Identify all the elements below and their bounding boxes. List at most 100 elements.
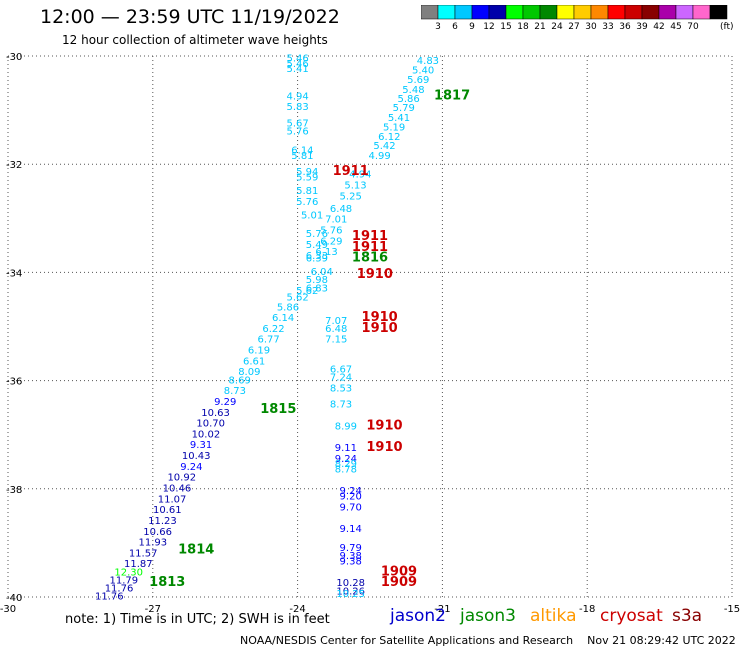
legend-item-jason3: jason3 [460,606,516,626]
wave-height-label: 11.79 [110,575,139,586]
wave-height-label: 5.41 [286,64,308,75]
pass-id-label: 1909 [381,564,417,579]
wave-height-label: 5.46 [286,59,308,70]
wave-height-label: 5.81 [291,151,313,162]
wave-height-label: 4.83 [417,56,439,67]
wave-height-label: 10.70 [196,419,225,430]
wave-height-label: 7.01 [325,215,347,226]
wave-height-label: 5.19 [383,123,405,134]
wave-height-label: 6.19 [248,346,270,357]
wave-height-label: 5.48 [402,85,424,96]
wave-height-label: 7.24 [330,373,352,384]
note-text: note: 1) Time is in UTC; 2) SWH is in fe… [65,612,330,627]
wave-height-label: 6.29 [320,236,342,247]
wave-height-label: 6.61 [243,356,265,367]
color-scale-bar [421,5,728,20]
wave-height-label: 5.40 [412,65,434,76]
color-scale-tick: 36 [619,22,631,32]
wave-height-label: 4.94 [286,91,308,102]
wave-height-label: 9.11 [335,443,357,454]
wave-height-label: 9.29 [214,397,236,408]
wave-height-label: 10.25 [336,589,365,600]
footer-credit: NOAA/NESDIS Center for Satellite Applica… [240,634,736,647]
wave-height-label: 5.13 [344,181,366,192]
pass-id-label: 1813 [149,575,185,590]
x-tick-label: -15 [724,604,740,615]
pass-id-label: 1910 [366,418,402,433]
wave-height-label: 10.92 [167,473,196,484]
wave-height-label: 5.86 [277,302,299,313]
wave-height-label: 9.24 [180,462,202,473]
wave-height-label: 7.07 [325,316,347,327]
wave-height-label: 11.93 [138,538,167,549]
wave-height-label: 10.28 [336,578,365,589]
wave-height-label: 6.04 [311,267,333,278]
color-scale-tick: 30 [585,22,597,32]
wave-height-label: 6.33 [306,251,328,262]
wave-height-label: 9.24 [335,454,357,465]
pass-id-label: 1911 [352,229,388,244]
wave-height-label: 4.99 [369,151,391,162]
wave-height-label: 11.87 [124,559,153,570]
wave-height-label: 10.43 [182,451,211,462]
legend-item-jason2: jason2 [390,606,446,626]
color-scale-tick: 33 [602,22,614,32]
x-tick-label: -18 [579,604,595,615]
pass-id-label: 1814 [178,543,214,558]
color-scale-tick: 45 [670,22,682,32]
pass-id-label: 1910 [362,321,398,336]
wave-height-label: 8.53 [330,383,352,394]
wave-height-label: 5.86 [397,94,419,105]
x-tick-label: -27 [145,604,161,615]
x-tick-label: -21 [434,604,450,615]
color-scale-tick: 12 [483,22,495,32]
wave-height-label: 6.14 [291,145,313,156]
wave-height-label: 5.94 [296,167,318,178]
wave-height-label: 11.76 [95,592,124,603]
color-scale-tick: 15 [500,22,512,32]
wave-height-label: 10.46 [163,484,192,495]
wave-height-label: 9.38 [340,557,362,568]
wave-height-label: 8.69 [229,375,251,386]
wave-height-label: 10.63 [201,408,230,419]
wave-height-label: 5.62 [296,286,318,297]
color-scale-tick: 42 [653,22,665,32]
pass-id-label: 1909 [381,575,417,590]
wave-height-label: 5.46 [286,53,308,64]
wave-height-label: 6.14 [272,313,294,324]
color-scale-tick: 39 [636,22,648,32]
wave-height-label: 5.79 [393,103,415,114]
wave-height-label: 10.66 [143,527,172,538]
wave-height-label: 6.48 [325,324,347,335]
wave-height-label: 5.41 [388,113,410,124]
wave-height-label: 5.76 [296,197,318,208]
wave-height-label: 8.73 [224,386,246,397]
wave-height-label: 10.61 [153,505,182,516]
wave-height-label: 6.67 [330,364,352,375]
wave-height-label: 9.70 [340,502,362,513]
y-tick-label: -34 [6,268,22,279]
color-swatch [709,5,728,20]
wave-height-label: 5.59 [296,172,318,183]
pass-id-label: 1911 [333,164,369,179]
wave-height-label: 5.67 [286,118,308,129]
wave-height-label: 5.42 [373,141,395,152]
wave-height-label: 12.30 [114,567,143,578]
wave-height-label: 5.81 [296,186,318,197]
wave-height-label: 5.76 [286,126,308,137]
wave-height-label: 5.25 [340,191,362,202]
wave-height-label: 8.73 [330,400,352,411]
wave-height-label: 8.78 [335,465,357,476]
color-scale-tick: 9 [469,22,475,32]
pass-id-label: 1910 [366,440,402,455]
y-tick-label: -36 [6,377,22,388]
y-tick-label: -40 [6,593,22,604]
wave-height-label: 6.39 [306,254,328,265]
legend-item-altika: altika [530,606,577,626]
pass-id-label: 1910 [357,267,393,282]
wave-height-label: 10.02 [192,429,221,440]
pass-id-label: 1910 [362,310,398,325]
color-scale-unit: (ft) [720,22,734,32]
pass-id-label: 1817 [434,88,470,103]
